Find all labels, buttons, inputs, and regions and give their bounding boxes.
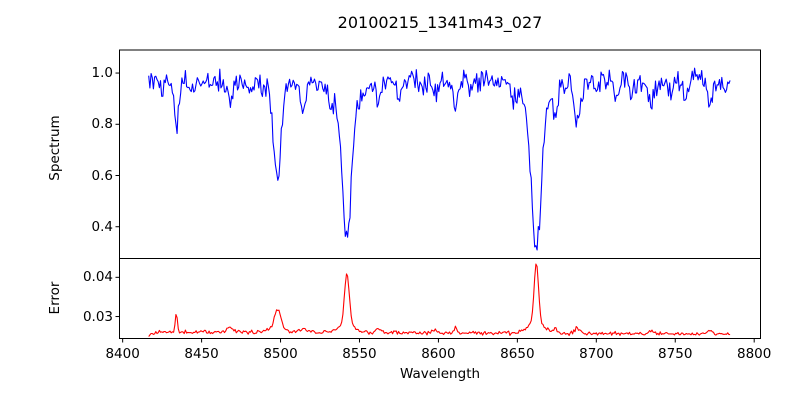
error-line [148, 263, 731, 337]
x-tick-label: 8550 [342, 346, 377, 362]
x-tick-label: 8450 [184, 346, 219, 362]
x-tick-label: 8500 [263, 346, 298, 362]
y-tick-label: 0.04 [82, 269, 113, 286]
y-tick-label: 1.0 [91, 65, 113, 82]
spectrum-line [148, 67, 731, 251]
error-axes-box [119, 258, 761, 339]
x-tick-label: 8400 [105, 346, 140, 362]
x-axis-label: Wavelength [399, 366, 481, 382]
y-tick-label: 0.03 [82, 308, 113, 325]
x-tick-label: 8750 [658, 346, 693, 362]
x-tick-label: 8650 [500, 346, 535, 362]
y-tick-label: 0.6 [91, 167, 113, 184]
plot-title: 20100215_1341m43_027 [337, 13, 543, 32]
y-tick-label: 0.8 [91, 116, 113, 133]
x-tick-label: 8800 [736, 346, 772, 362]
x-tick-label: 8600 [421, 346, 456, 362]
x-tick-label: 8700 [579, 346, 614, 362]
y-tick-label: 0.4 [91, 218, 113, 235]
